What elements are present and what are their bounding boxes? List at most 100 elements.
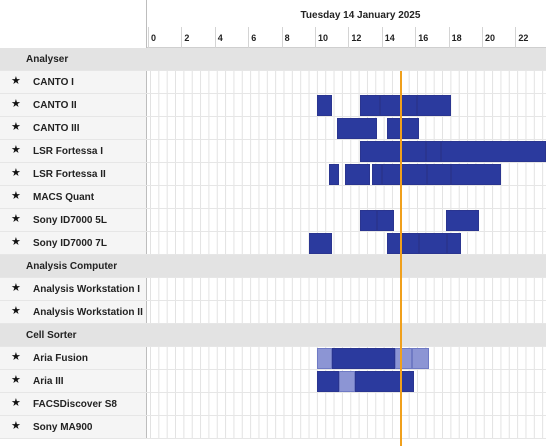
hour-tick [348,27,350,48]
booking-block[interactable] [427,164,451,185]
favorite-star-icon[interactable]: ★ [11,213,21,225]
booking-block[interactable] [417,95,451,116]
favorite-star-icon[interactable]: ★ [11,98,21,110]
favorite-star-icon[interactable]: ★ [11,351,21,363]
booking-block[interactable] [372,164,383,185]
booking-block[interactable] [418,233,448,254]
resource-label-cell[interactable]: ★ Sony ID7000 5L [0,209,147,232]
favorite-star-icon[interactable]: ★ [11,305,21,317]
resource-row: ★ Sony ID7000 5L [0,209,546,232]
booking-block[interactable] [440,141,546,162]
booking-block[interactable] [317,95,333,116]
resource-label-cell[interactable]: ★ MACS Quant [0,186,147,209]
resource-label-cell[interactable]: ★ CANTO I [0,71,147,94]
resource-name[interactable]: LSR Fortessa I [33,146,104,157]
resource-name[interactable]: Aria III [33,376,64,387]
resource-label-cell[interactable]: ★ LSR Fortessa I [0,140,147,163]
booking-block[interactable] [332,348,396,369]
booking-block[interactable] [425,141,441,162]
favorite-star-icon[interactable]: ★ [11,75,21,87]
resource-name[interactable]: CANTO III [33,123,80,134]
timeline-slot-area[interactable] [147,416,546,439]
hour-label: 16 [418,33,429,43]
booking-block[interactable] [338,371,356,392]
booking-block[interactable] [360,95,381,116]
resource-name[interactable]: MACS Quant [33,192,95,203]
resource-label-cell[interactable]: ★ Sony MA900 [0,416,147,439]
group-header[interactable]: Cell Sorter [0,324,546,347]
hour-tick [315,27,316,48]
timeline-slot-area[interactable] [147,209,546,232]
resource-name[interactable]: CANTO II [33,100,77,111]
booking-block[interactable] [447,233,461,254]
row-divider [0,300,546,301]
favorite-star-icon[interactable]: ★ [11,282,21,294]
resource-label-cell[interactable]: ★ CANTO III [0,117,147,140]
timeline-slot-area[interactable] [147,278,546,301]
booking-block[interactable] [377,210,394,231]
row-divider [0,93,546,94]
resource-name[interactable]: CANTO I [33,77,74,88]
booking-block[interactable] [355,371,414,392]
booking-block[interactable] [317,371,339,392]
favorite-star-icon[interactable]: ★ [11,374,21,386]
group-header[interactable]: Analyser [0,48,546,71]
favorite-star-icon[interactable]: ★ [11,190,21,202]
booking-block[interactable] [360,141,426,162]
favorite-star-icon[interactable]: ★ [11,144,21,156]
booking-block[interactable] [412,348,429,369]
resource-name[interactable]: LSR Fortessa II [33,169,106,180]
resource-name[interactable]: Analysis Workstation I [33,284,141,295]
booking-block[interactable] [382,164,428,185]
booking-block[interactable] [380,95,418,116]
resource-label-cell[interactable]: ★ Sony ID7000 7L [0,232,147,255]
resource-name[interactable]: Sony MA900 [33,422,93,433]
date-title[interactable]: Tuesday 14 January 2025 [300,10,421,21]
timeline-slot-area[interactable] [147,94,546,117]
row-divider [0,438,546,439]
favorite-star-icon[interactable]: ★ [11,121,21,133]
resource-row: ★ LSR Fortessa I [0,140,546,163]
booking-block[interactable] [317,348,333,369]
booking-block[interactable] [450,164,501,185]
hour-tick [482,27,483,48]
resource-name[interactable]: Sony ID7000 7L [33,238,107,249]
timeline-slot-area[interactable] [147,71,546,94]
resource-label-cell[interactable]: ★ Analysis Workstation I [0,278,147,301]
resource-label-cell[interactable]: ★ LSR Fortessa II [0,163,147,186]
booking-block[interactable] [345,164,371,185]
resource-label-cell[interactable]: ★ Aria Fusion [0,347,147,370]
hour-label: 8 [284,33,290,43]
favorite-star-icon[interactable]: ★ [11,236,21,248]
booking-block[interactable] [337,118,378,139]
resource-label-cell[interactable]: ★ CANTO II [0,94,147,117]
resource-row: ★ Analysis Workstation II [0,301,546,324]
booking-block[interactable] [360,210,378,231]
timeline-slot-area[interactable] [147,301,546,324]
favorite-star-icon[interactable]: ★ [11,167,21,179]
booking-block[interactable] [445,210,479,231]
resource-row: ★ LSR Fortessa II [0,163,546,186]
favorite-star-icon[interactable]: ★ [11,420,21,432]
booking-block[interactable] [387,233,419,254]
resource-name[interactable]: Sony ID7000 5L [33,215,107,226]
timeline-slot-area[interactable] [147,186,546,209]
booking-block[interactable] [328,164,339,185]
booking-block[interactable] [395,348,413,369]
row-divider [0,254,546,255]
booking-block[interactable] [387,118,419,139]
resource-name[interactable]: FACSDiscover S8 [33,399,117,410]
resource-label-cell[interactable]: ★ Analysis Workstation II [0,301,147,324]
favorite-star-icon[interactable]: ★ [11,397,21,409]
resource-label-cell[interactable]: ★ FACSDiscover S8 [0,393,147,416]
timeline-slot-area[interactable] [147,393,546,416]
resource-row: ★ Sony ID7000 7L [0,232,546,255]
resource-name[interactable]: Analysis Workstation II [33,307,143,318]
resource-label-cell[interactable]: ★ Aria III [0,370,147,393]
hour-label: 12 [351,33,362,43]
resource-name[interactable]: Aria Fusion [33,353,89,364]
booking-block[interactable] [308,233,333,254]
group-header[interactable]: Analysis Computer [0,255,546,278]
timeline-slot-area[interactable] [147,232,546,255]
